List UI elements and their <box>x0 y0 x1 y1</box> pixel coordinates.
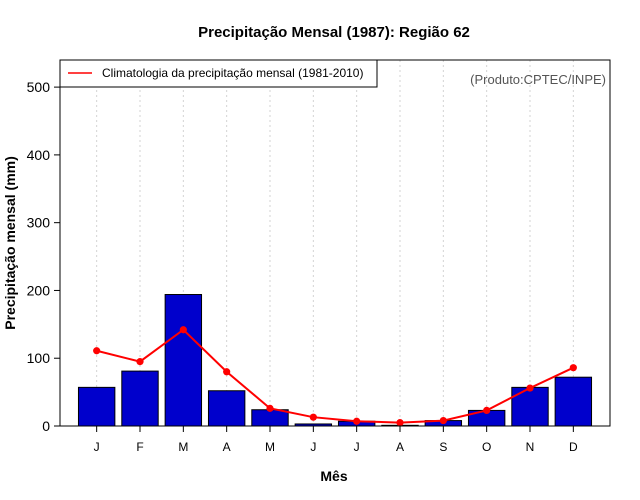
chart-title: Precipitação Mensal (1987): Região 62 <box>198 24 470 41</box>
climatology-line <box>96 328 574 424</box>
x-axis-label: Mês <box>320 468 347 484</box>
bar-12 <box>554 376 593 427</box>
climatology-point-4 <box>223 368 231 376</box>
bar-3 <box>164 294 203 427</box>
x-tick-label: J <box>354 440 360 454</box>
x-tick-label: M <box>265 440 275 454</box>
x-tick-label: O <box>482 440 491 454</box>
x-tick-label: N <box>526 440 535 454</box>
bar-series <box>77 294 593 427</box>
x-tick-label: J <box>310 440 316 454</box>
climatology-point-9 <box>439 416 447 425</box>
x-tick-label: M <box>178 440 188 454</box>
x-tick-label: A <box>223 440 231 454</box>
x-tick-label: S <box>439 440 447 454</box>
legend-box <box>59 59 378 88</box>
climatology-point-12 <box>569 364 577 372</box>
climatology-point-11 <box>526 384 534 392</box>
bar-4 <box>207 390 246 427</box>
bar-5 <box>251 409 289 427</box>
climatology-point-6 <box>309 413 317 421</box>
climatology-point-8 <box>396 419 404 427</box>
bar-1 <box>77 386 116 427</box>
y-tick-label: 500 <box>27 79 51 95</box>
climatology-point-3 <box>179 326 187 334</box>
y-tick-label: 100 <box>27 350 51 366</box>
x-tick-label: J <box>94 440 100 454</box>
y-tick-label: 300 <box>27 215 51 231</box>
bar-2 <box>121 370 159 427</box>
climatology-point-10 <box>483 406 491 415</box>
climatology-point-7 <box>353 417 361 425</box>
x-tick-label: A <box>396 440 404 454</box>
climatology-point-5 <box>266 404 274 412</box>
climatology-point-2 <box>136 358 144 366</box>
x-tick-label: F <box>136 440 143 454</box>
climatology-line-series <box>93 326 577 427</box>
source-note: (Produto:CPTEC/INPE) <box>470 72 606 87</box>
y-tick-label: 400 <box>27 147 51 163</box>
x-tick-label: D <box>569 440 578 454</box>
legend: Climatologia da precipitação mensal (198… <box>59 59 378 88</box>
y-axis: 0 100 200 300 400 500 <box>27 79 60 434</box>
legend-label: Climatologia da precipitação mensal (198… <box>102 66 363 80</box>
climatology-point-1 <box>93 347 101 355</box>
y-axis-label: Precipitação mensal (mm) <box>2 156 18 330</box>
y-tick-label: 0 <box>42 418 50 434</box>
y-tick-label: 200 <box>27 282 51 298</box>
bar-11 <box>511 386 549 427</box>
